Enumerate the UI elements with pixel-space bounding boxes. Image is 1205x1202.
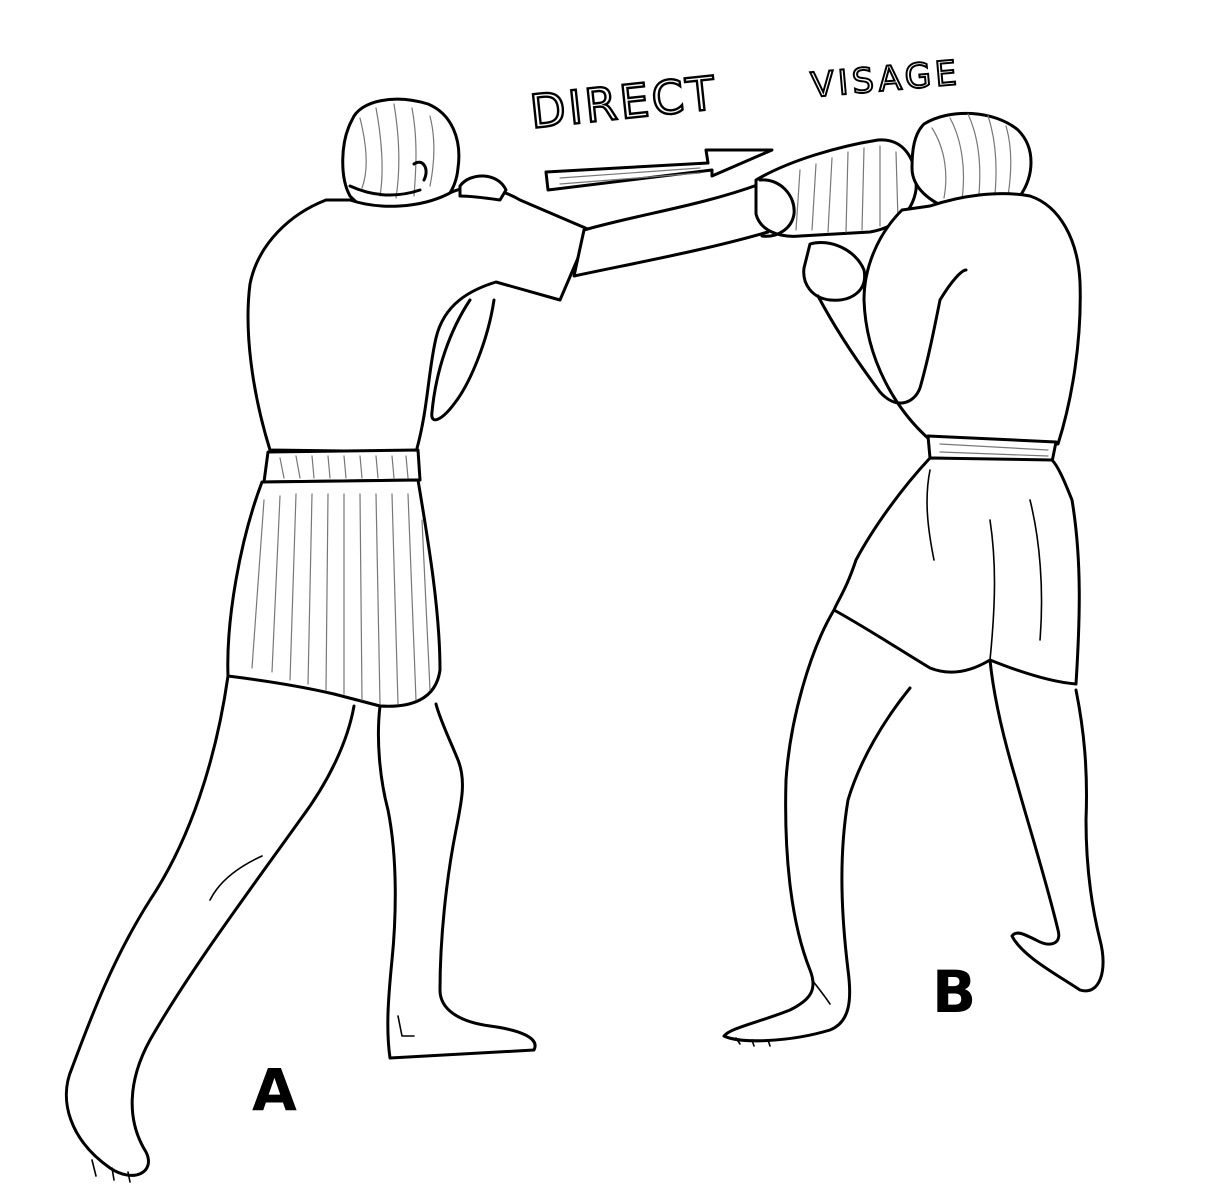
boxer-b-shorts — [832, 456, 1081, 686]
title-group: DIRECT VISAGE — [526, 52, 963, 140]
boxer-b-guard-glove — [802, 241, 867, 302]
boxer-b-torso — [862, 192, 1082, 446]
boxer-a-front-leg — [376, 702, 537, 1060]
boxer-b-back-leg — [988, 658, 1105, 993]
title-direct: DIRECT — [528, 66, 721, 139]
title-visage: VISAGE — [809, 53, 962, 106]
boxer-a-figure — [64, 97, 770, 1183]
boxer-a-back-leg — [64, 674, 356, 1177]
boxer-a-torso — [246, 186, 592, 454]
boxer-a-punching-arm — [572, 182, 770, 278]
boxer-a-belt — [262, 448, 422, 484]
boxer-b-front-leg — [722, 608, 912, 1043]
punch-direction-arrow — [544, 148, 774, 192]
boxer-b-figure — [722, 111, 1105, 1047]
boxer-a-label: A — [252, 1056, 297, 1124]
boxer-a-shorts — [226, 478, 442, 708]
boxer-b-label: B — [932, 958, 976, 1026]
